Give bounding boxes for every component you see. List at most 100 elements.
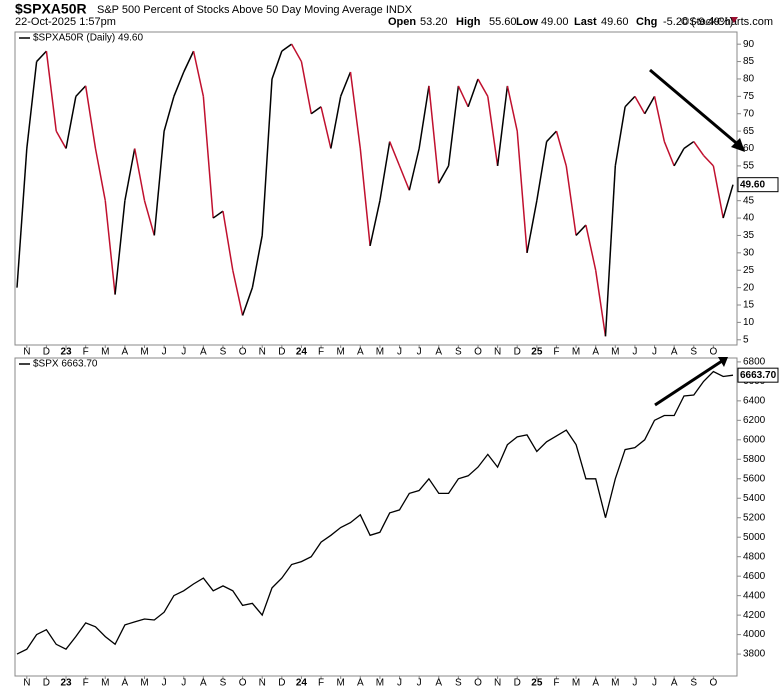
line-segment [447,85,460,166]
quote-label: Last [574,16,597,28]
x-tick-label: D [278,678,285,689]
y-tick-label: 4400 [743,590,766,601]
y-tick-label: 70 [743,108,755,119]
line-segment [546,130,557,143]
line-segment [183,50,195,73]
y-tick-label: 4800 [743,551,766,562]
y-tick-label: 75 [743,91,755,102]
x-tick-label: F [553,347,559,358]
y-tick-label: 85 [743,56,755,67]
timestamp: 22-Oct-2025 1:57pm [15,16,116,28]
y-tick-label: 6200 [743,415,766,426]
line-segment [55,130,67,149]
line-segment [75,85,87,97]
quote-value: 53.20 [420,16,448,28]
last-value-tag [737,367,779,383]
line-segment [310,106,322,115]
quote-label: High [456,16,481,28]
y-tick-label: 35 [743,230,755,241]
trend-arrow [649,68,742,149]
y-tick-label: 4000 [743,629,766,640]
y-tick-label: 6400 [743,395,766,406]
x-tick-label: J [397,347,402,358]
x-tick-label: J [162,678,167,689]
x-tick-label: S [690,347,697,358]
x-tick-label: A [357,347,364,358]
x-tick-label: M [336,678,344,689]
line-segment [133,148,146,201]
line-segment [496,85,509,166]
x-tick-label: 24 [296,347,308,358]
line-segment [26,61,38,149]
quote-value: -5.20 (-9.49%) [663,16,733,28]
line-segment [526,200,538,253]
line-segment [94,148,107,201]
line-segment [104,200,116,295]
y-tick-label: 25 [743,265,755,276]
line-segment [261,78,273,236]
line-segment [673,148,685,167]
line-segment [192,50,205,97]
line-segment [565,165,577,236]
line-segment [428,85,440,184]
x-tick-label: J [181,678,186,689]
y-tick-label: 5400 [743,493,766,504]
y-tick-label: 55 [743,161,755,172]
x-tick-label: J [417,347,422,358]
x-tick-label: M [611,347,619,358]
line-segment [703,154,714,167]
line-segment [241,287,254,316]
x-tick-label: J [417,678,422,689]
x-tick-label: F [318,347,324,358]
x-tick-label: S [220,347,227,358]
y-tick-label: 5200 [743,512,766,523]
description: S&P 500 Percent of Stocks Above 50 Day M… [97,4,413,16]
line-segment [153,131,165,236]
trend-arrow [654,359,723,407]
x-tick-label: O [709,678,717,689]
line-segment [281,43,293,52]
x-tick-label: N [23,347,30,358]
line-segment [143,200,156,236]
quote-value: 55.60 [489,16,517,28]
line-segment [45,51,57,132]
x-tick-label: J [181,347,186,358]
x-tick-label: A [435,347,442,358]
x-tick-label: D [278,347,285,358]
line-segment [653,96,666,142]
x-tick-label: F [83,347,89,358]
y-tick-label: 4200 [743,610,766,621]
x-tick-label: N [259,347,266,358]
line-segment [16,148,28,288]
line-segment [84,85,97,149]
line-segment [114,200,126,295]
x-tick-label: 23 [60,347,72,358]
x-tick-label: A [122,678,129,689]
line-segment [163,96,175,132]
quote-label: Low [516,16,538,28]
x-tick-label: D [514,347,521,358]
line-segment [467,78,479,108]
quote-value: 49.00 [541,16,569,28]
arrow-head [731,138,745,152]
x-tick-label: J [397,678,402,689]
line-segment [173,71,185,97]
credit: ©StockCharts.com [681,16,773,28]
x-tick-label: M [101,678,109,689]
x-tick-label: 25 [531,678,543,689]
y-tick-label: 6000 [743,434,766,445]
line-segment [339,71,352,97]
line-segment [202,96,214,219]
x-tick-label: S [220,678,227,689]
line-segment [232,270,244,316]
y-tick-label: 10 [743,317,755,328]
line-segment [457,85,469,108]
x-tick-label: A [592,678,599,689]
quote-value: 49.60 [601,16,629,28]
x-tick-label: S [690,678,697,689]
x-tick-label: A [122,347,129,358]
plot: Open 53.20 High 55.60 Low 49.00 Last 49.60 Chg -5… [16,16,779,689]
last-value-tag [737,177,779,193]
panel-frame [14,31,738,346]
x-tick-label: O [239,678,247,689]
